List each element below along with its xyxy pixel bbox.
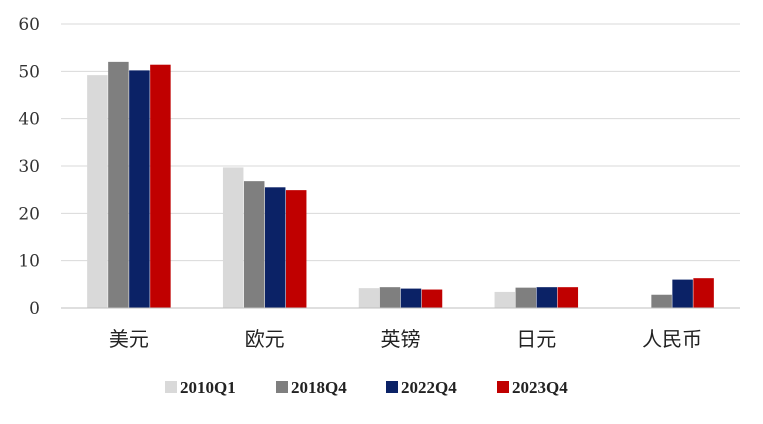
y-tick-label: 40 [18,110,40,130]
bar-2023Q4-0 [150,64,171,308]
x-category-label: 英镑 [381,327,421,351]
y-tick-label: 30 [18,157,40,177]
gridlines [61,23,740,262]
y-tick-label: 10 [18,252,40,272]
bar-2018Q4-1 [243,181,265,308]
x-category-label: 日元 [516,327,556,351]
bar-2010Q1-1 [222,167,244,308]
bar-2023Q4-2 [421,289,443,308]
bar-2018Q4-4 [651,294,672,308]
y-tick-label: 0 [29,299,40,319]
legend-label: 2022Q4 [401,378,457,397]
bar-2023Q4-4 [693,278,714,308]
bar-2022Q4-0 [129,70,150,309]
y-tick-label: 20 [18,204,40,224]
bar-2018Q4-0 [108,61,129,308]
bar-2022Q4-4 [672,279,693,308]
legend-label: 2023Q4 [512,378,568,397]
y-tick-label: 60 [18,15,40,35]
x-category-label: 人民币 [642,327,702,351]
x-axis-labels: 美元 欧元 英镑 日元 人民币 [109,327,702,351]
legend-label: 2018Q4 [291,378,347,397]
legend: 2010Q1 2018Q4 2022Q4 2023Q4 [165,378,568,397]
y-axis-ticks: 0 10 20 30 40 50 60 [18,15,40,319]
legend-label: 2010Q1 [180,378,236,397]
bar-2023Q4-1 [285,190,307,308]
bar-2022Q4-2 [400,288,422,308]
bars [87,61,714,309]
bar-2010Q1-0 [87,75,108,309]
bar-2022Q4-3 [536,287,558,308]
bar-2018Q4-3 [515,287,537,308]
legend-swatch [386,381,398,393]
bar-2022Q4-1 [264,187,286,308]
legend-swatch [497,381,509,393]
bar-2023Q4-3 [557,287,579,308]
bar-2018Q4-2 [379,287,401,308]
x-category-label: 欧元 [245,327,285,351]
y-tick-label: 50 [18,62,40,82]
bar-2010Q1-2 [358,288,380,308]
x-category-label: 美元 [109,327,149,351]
legend-swatch [165,381,177,393]
legend-swatch [276,381,288,393]
bar-2010Q1-3 [494,291,516,308]
